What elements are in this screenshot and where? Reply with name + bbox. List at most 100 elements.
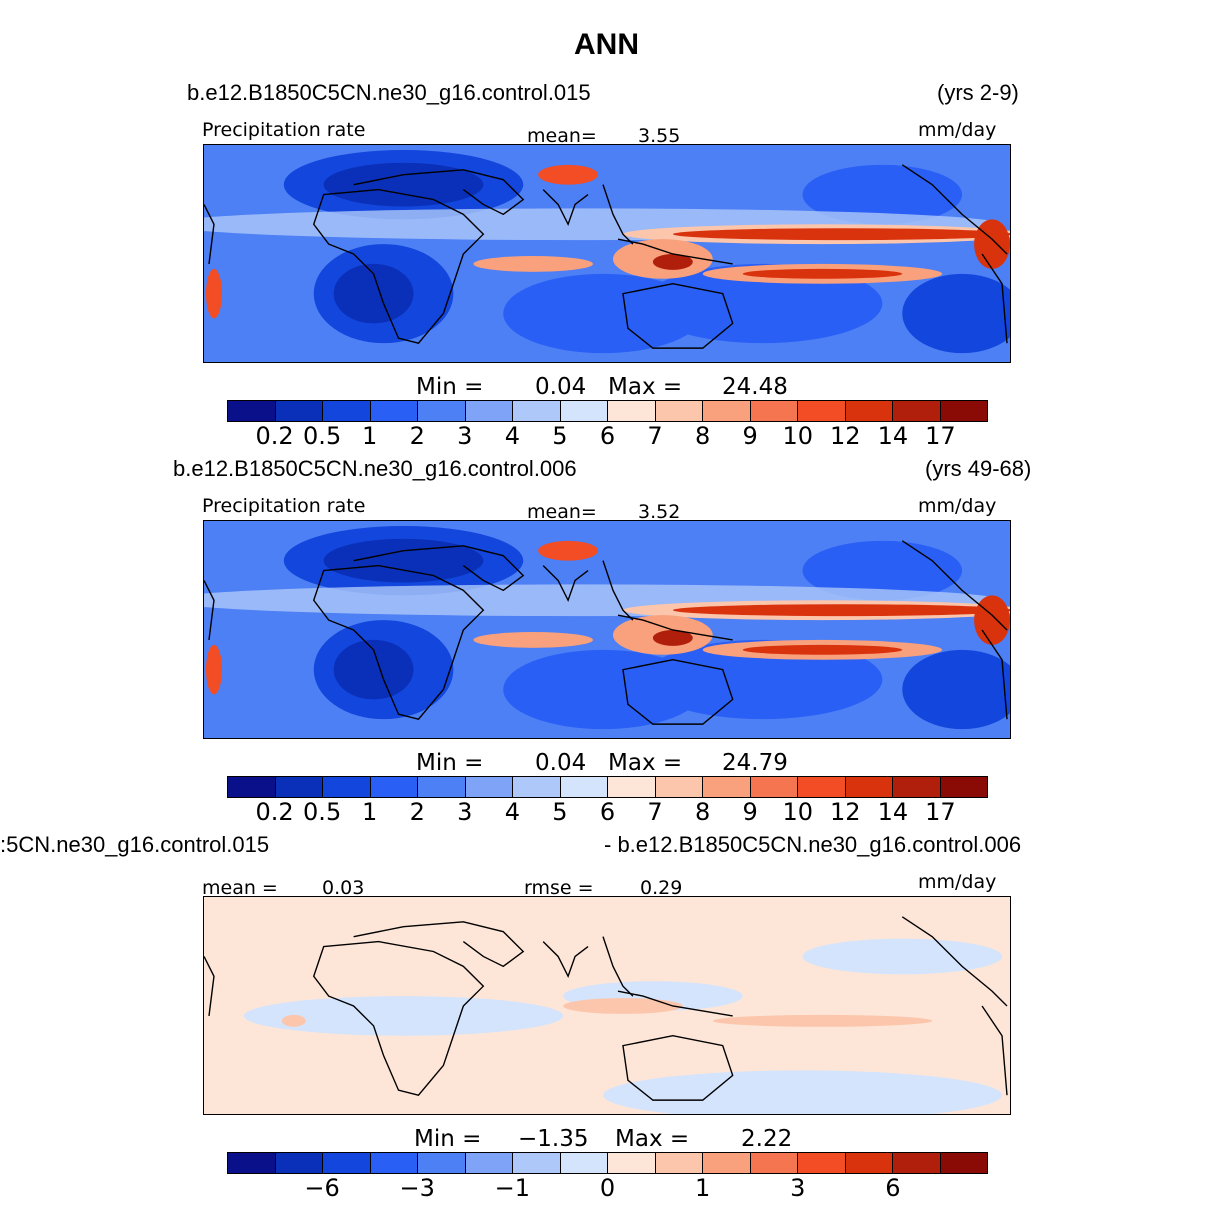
colorbar-tick-label: 10 xyxy=(782,422,814,450)
coastline xyxy=(981,253,1008,344)
coastline xyxy=(602,184,634,245)
colorbar-tick-label: 1 xyxy=(362,422,378,450)
coastline xyxy=(622,659,734,725)
panel1-units: mm/day xyxy=(918,119,997,141)
colorbar-tick-label: 3 xyxy=(457,798,473,826)
colorbar-swatch xyxy=(703,777,751,797)
colorbar-tick-label: 12 xyxy=(830,422,861,450)
colorbar-tick-label: 9 xyxy=(742,422,758,450)
coastline xyxy=(542,941,589,979)
colorbar-swatch xyxy=(560,777,608,797)
colorbar-swatch xyxy=(893,1153,941,1173)
coastline xyxy=(312,564,485,720)
colorbar-swatch xyxy=(560,401,608,421)
panel2-case: b.e12.B1850C5CN.ne30_g16.control.006 xyxy=(173,456,577,481)
colorbar-swatch xyxy=(275,777,323,797)
panel2-colorbar xyxy=(227,776,988,798)
panel2-min-value: 0.04 xyxy=(535,750,587,776)
colorbar-tick-label: 6 xyxy=(599,798,616,826)
panel1-variable: Precipitation rate xyxy=(202,119,366,141)
precip-contour xyxy=(473,631,594,648)
coastline xyxy=(981,1005,1008,1096)
colorbar-tick-label: −3 xyxy=(399,1174,435,1202)
colorbar-swatch xyxy=(465,401,513,421)
panel1-mean-value: 3.55 xyxy=(638,125,681,147)
colorbar-swatch xyxy=(655,401,703,421)
panel2-max-label: Max = xyxy=(608,750,683,776)
panel1-colorbar xyxy=(227,400,988,422)
colorbar-tick-label: 17 xyxy=(925,798,956,826)
colorbar-swatch xyxy=(608,777,656,797)
colorbar-tick-label: 7 xyxy=(647,798,663,826)
colorbar-tick-label: 2 xyxy=(409,798,425,826)
panel2-variable: Precipitation rate xyxy=(202,495,366,517)
coastline xyxy=(981,629,1008,720)
coastline xyxy=(542,565,589,603)
colorbar-swatch xyxy=(655,1153,703,1173)
coastline xyxy=(602,936,634,997)
precip-contour xyxy=(974,595,1010,645)
colorbar-tick-label: 1 xyxy=(362,798,378,826)
colorbar-swatch xyxy=(228,1153,276,1173)
colorbar-swatch xyxy=(370,401,418,421)
colorbar-tick-label: 10 xyxy=(782,798,814,826)
coastline xyxy=(312,940,485,1096)
panel3-case-left: :5CN.ne30_g16.control.015 xyxy=(0,832,270,857)
precip-contour xyxy=(205,268,222,319)
colorbar-swatch xyxy=(608,1153,656,1173)
colorbar-tick-label: 8 xyxy=(694,798,711,826)
colorbar-tick-label: 0 xyxy=(599,1174,616,1202)
panel1-mean-label: mean= xyxy=(527,125,597,147)
coastline xyxy=(353,921,525,968)
coastline xyxy=(617,238,733,265)
precip-contour xyxy=(503,273,703,354)
coastline xyxy=(901,540,1008,631)
panel3-rmse-label: rmse = xyxy=(524,877,594,899)
colorbar-swatch xyxy=(703,1153,751,1173)
panel3-case-right: - b.e12.B1850C5CN.ne30_g16.control.006 xyxy=(604,832,1022,857)
panel3-min-label: Min = xyxy=(414,1126,482,1152)
panel3-mean-value: 0.03 xyxy=(322,877,365,899)
colorbar-swatch xyxy=(750,401,798,421)
colorbar-tick-label: 5 xyxy=(552,422,568,450)
panel2-years: (yrs 49-68) xyxy=(925,456,1032,481)
page-title: ANN xyxy=(574,28,639,61)
colorbar-swatch xyxy=(228,401,276,421)
precip-contour xyxy=(652,629,693,646)
precip-contour xyxy=(742,268,903,279)
panel3-map xyxy=(203,896,1011,1115)
precip-contour xyxy=(281,1014,306,1027)
colorbar-tick-label: 4 xyxy=(504,798,521,826)
panel2-mean-label: mean= xyxy=(527,501,597,523)
coastline xyxy=(622,1035,734,1101)
precip-field xyxy=(204,521,1010,738)
panel2-map xyxy=(203,520,1011,739)
coastline xyxy=(542,189,589,227)
colorbar-tick-label: 0.5 xyxy=(303,422,342,450)
precip-contour xyxy=(205,644,222,695)
precip-contour xyxy=(652,253,693,270)
colorbar-tick-label: 8 xyxy=(694,422,711,450)
panel1-max-label: Max = xyxy=(608,374,683,400)
colorbar-tick-label: 3 xyxy=(790,1174,806,1202)
colorbar-swatch xyxy=(845,401,893,421)
colorbar-swatch xyxy=(798,777,846,797)
colorbar-tick-label: 5 xyxy=(552,798,568,826)
precip-contour xyxy=(712,1014,933,1027)
precip-contour xyxy=(802,164,963,225)
panel3-units: mm/day xyxy=(918,871,997,893)
panel3-min-value: −1.35 xyxy=(518,1126,589,1152)
precip-contour xyxy=(802,540,963,601)
precip-contour xyxy=(902,273,1010,354)
colorbar-tick-label: 2 xyxy=(409,422,425,450)
coastline xyxy=(312,188,485,344)
coastline xyxy=(617,614,733,641)
colorbar-swatch xyxy=(940,401,987,421)
colorbar-swatch xyxy=(560,1153,608,1173)
precip-contour xyxy=(672,228,1010,241)
colorbar-swatch xyxy=(845,1153,893,1173)
panel1-case: b.e12.B1850C5CN.ne30_g16.control.015 xyxy=(187,80,591,105)
colorbar-swatch xyxy=(845,777,893,797)
coastline xyxy=(353,169,525,216)
panel1-min-label: Min = xyxy=(416,374,484,400)
